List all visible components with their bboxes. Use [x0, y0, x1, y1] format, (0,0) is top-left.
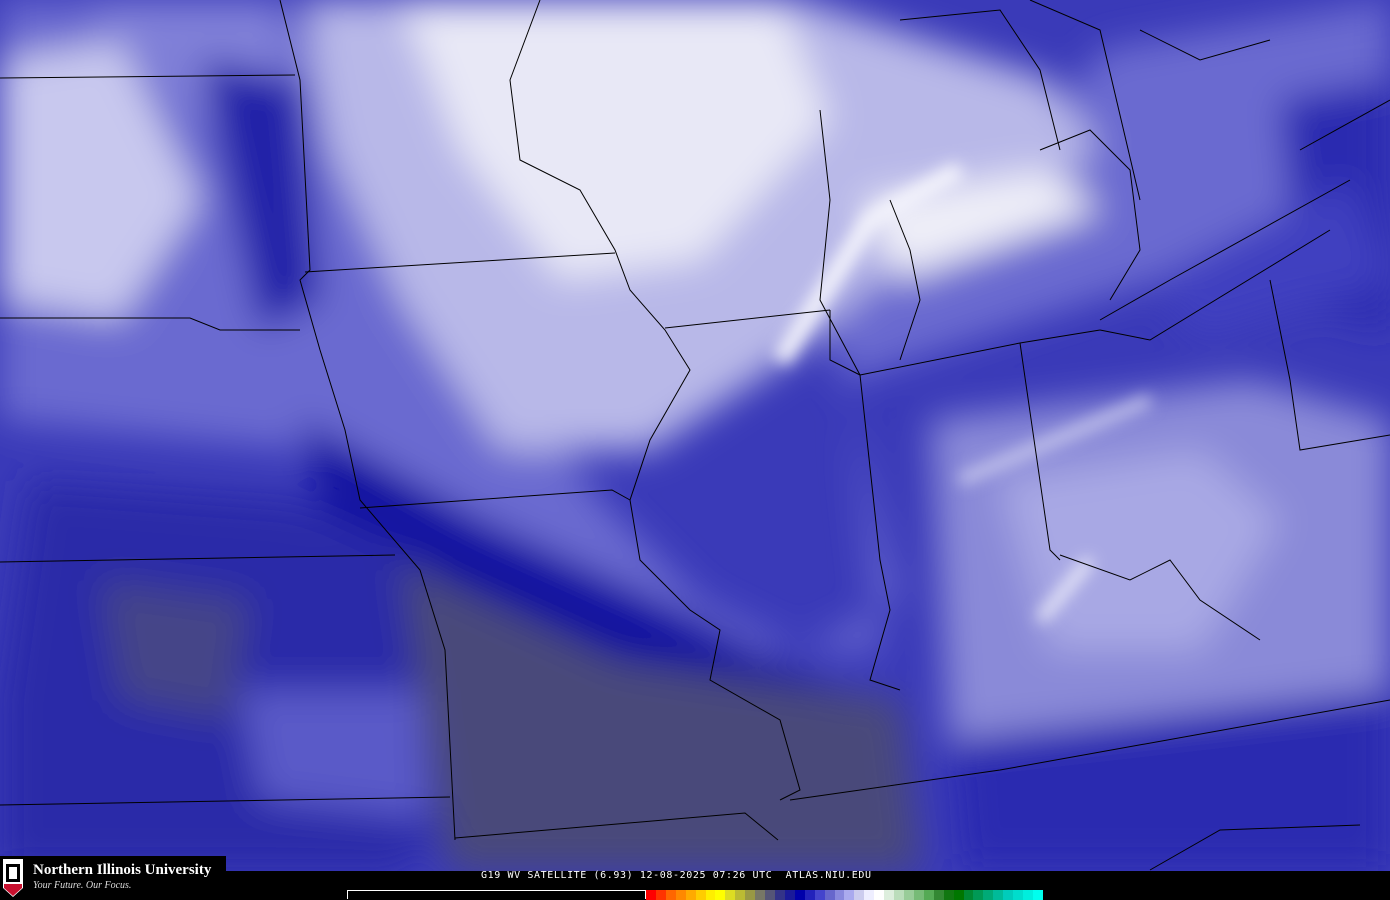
color-scale-segment: [774, 890, 785, 900]
site-label: ATLAS.NIU.EDU: [785, 870, 872, 881]
color-scale-segment: [933, 890, 944, 900]
color-scale-segment: [884, 890, 895, 900]
niu-shield-icon: [3, 859, 23, 897]
color-scale-segment: [794, 890, 805, 900]
color-scale-segment: [725, 890, 736, 900]
product-label: G19 WV SATELLITE (6.93): [481, 870, 634, 881]
color-scale-segment: [705, 890, 716, 900]
color-scale-segment: [953, 890, 964, 900]
color-scale-segment: [755, 890, 766, 900]
color-scale-segment: [874, 890, 885, 900]
color-scale-segment: [913, 890, 924, 900]
state-borders: [0, 0, 1390, 871]
color-scale-segment: [715, 890, 726, 900]
color-scale-segment: [894, 890, 904, 900]
image-caption: G19 WV SATELLITE (6.93) 12-08-2025 07:26…: [481, 870, 872, 881]
university-tagline: Your Future. Our Focus.: [33, 880, 132, 891]
color-scale-segment: [1023, 890, 1033, 900]
color-scale-segment: [834, 890, 845, 900]
color-scale-segment: [1003, 890, 1014, 900]
moisture-streaks: [772, 162, 1152, 624]
color-scale-segment: [814, 890, 825, 900]
color-scale-segment: [804, 890, 815, 900]
color-scale-segment: [765, 890, 775, 900]
color-scale-segment: [675, 890, 686, 900]
color-scale-segment: [923, 890, 934, 900]
color-scale-bar: [347, 890, 1043, 900]
date-label: 12-08-2025: [639, 870, 707, 881]
color-scale-segment: [824, 890, 835, 900]
time-label: 07:26 UTC: [712, 870, 773, 881]
color-scale-segment: [1032, 890, 1043, 900]
color-scale-segment: [993, 890, 1004, 900]
color-scale-segment: [943, 890, 954, 900]
color-scale-empty-region: [347, 890, 646, 899]
color-scale-segment: [784, 890, 795, 900]
color-scale-segment: [735, 890, 746, 900]
color-scale-segment: [973, 890, 984, 900]
water-vapor-satellite-map: [0, 0, 1390, 871]
color-scale-segment: [1013, 890, 1024, 900]
color-scale-segment: [655, 890, 666, 900]
color-scale-segment: [983, 890, 994, 900]
university-name: Northern Illinois University: [33, 862, 212, 878]
moisture-field: [0, 0, 1390, 871]
color-scale-segment: [844, 890, 855, 900]
color-scale-segment: [665, 890, 676, 900]
color-scale-segment: [864, 890, 875, 900]
niu-logo: Northern Illinois University Your Future…: [0, 856, 226, 900]
color-scale-segment: [903, 890, 914, 900]
color-scale-segment: [685, 890, 696, 900]
color-scale-segment: [695, 890, 706, 900]
color-scale-segment: [854, 890, 865, 900]
color-scale-segment: [745, 890, 756, 900]
color-scale-segment: [646, 890, 656, 900]
color-scale-segment: [963, 890, 974, 900]
